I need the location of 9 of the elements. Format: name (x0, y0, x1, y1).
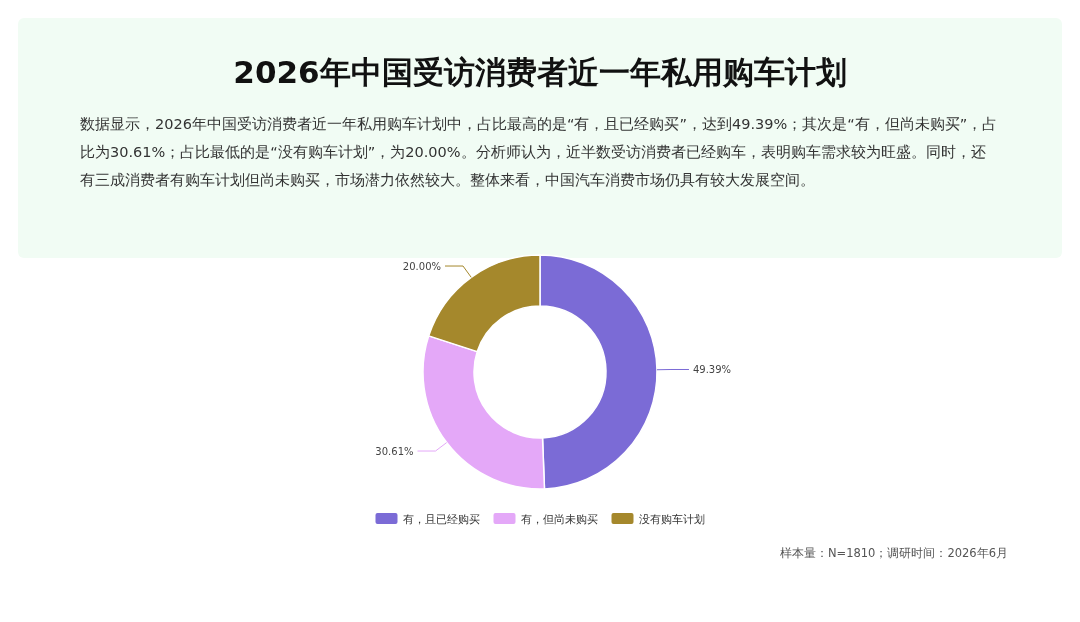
chart-subtitle: 数据显示，2026年中国受访消费者近一年私用购车计划中，占比最高的是“有，且已经购买”，达到49.39%；其次是“有，但尚未购买”，占比为30.61%；占比最低的是“没有购车计划”，为20.00%。分析师认为，近半数受访消费者已经购车，表明购车需求较为旺盛。同时，还有三成消费者有购车计划但尚未购买，市场潜力依然较大。整体来看，中国汽车消费市场仍具有较大发展空间。 (80, 115, 999, 190)
legend-label: 有，且已经购买 (402, 513, 480, 525)
legend-label: 没有购车计划 (638, 513, 705, 525)
legend-label: 有，但尚未购买 (520, 513, 598, 525)
data-label: 20.00% (402, 261, 441, 273)
data-label: 49.39% (692, 364, 732, 376)
text: 样本量：N=1810；调研时间：2026年6月 (779, 546, 1008, 561)
data-label: 30.61% (375, 446, 414, 458)
chart-title: 2026年中国受访消费者近一年私用购车计划 (232, 53, 848, 92)
